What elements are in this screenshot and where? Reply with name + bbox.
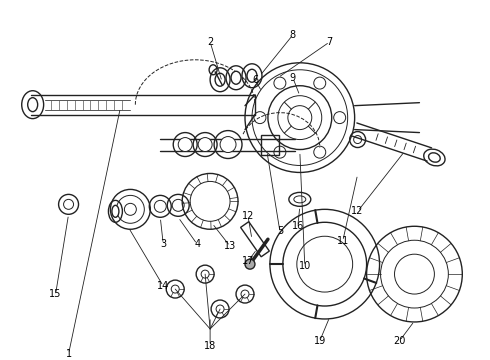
Text: 16: 16 — [292, 221, 304, 231]
Text: 13: 13 — [224, 241, 236, 251]
Text: 2: 2 — [207, 37, 213, 47]
Text: 19: 19 — [314, 336, 326, 346]
Text: 7: 7 — [327, 37, 333, 47]
Text: 14: 14 — [157, 281, 170, 291]
Text: 18: 18 — [204, 341, 216, 351]
Text: 12: 12 — [351, 206, 364, 216]
Text: 9: 9 — [290, 73, 296, 83]
Text: 11: 11 — [337, 236, 349, 246]
Text: 10: 10 — [299, 261, 311, 271]
Circle shape — [220, 136, 236, 153]
Text: 8: 8 — [290, 30, 296, 40]
Text: 6: 6 — [252, 75, 258, 85]
Bar — [241, 222, 270, 257]
Text: 12: 12 — [242, 211, 254, 221]
Ellipse shape — [28, 98, 38, 112]
Circle shape — [198, 138, 212, 152]
Ellipse shape — [294, 196, 306, 203]
Ellipse shape — [247, 69, 257, 82]
Text: 15: 15 — [49, 289, 62, 299]
Text: 1: 1 — [66, 349, 72, 359]
Ellipse shape — [429, 153, 440, 162]
Bar — [261, 135, 279, 154]
Ellipse shape — [112, 205, 119, 217]
Ellipse shape — [231, 71, 241, 84]
Text: 3: 3 — [160, 239, 166, 249]
Text: 4: 4 — [194, 239, 200, 249]
Ellipse shape — [215, 73, 225, 86]
Circle shape — [178, 138, 192, 152]
Text: 17: 17 — [242, 256, 254, 266]
Circle shape — [245, 259, 255, 269]
Text: 20: 20 — [393, 336, 406, 346]
Text: 5: 5 — [277, 226, 283, 236]
